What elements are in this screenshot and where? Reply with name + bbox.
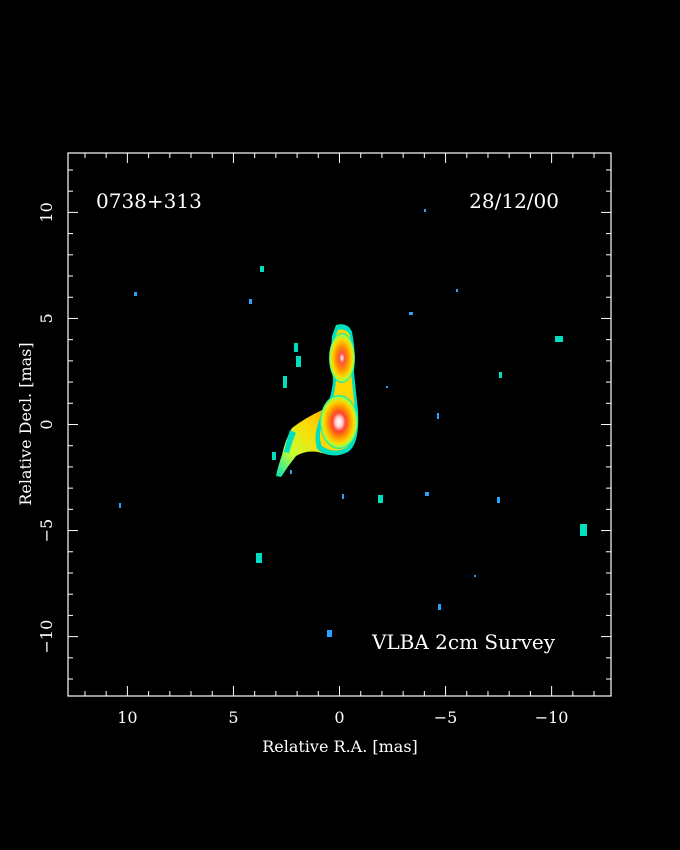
source-emission xyxy=(276,324,359,477)
tick-marks xyxy=(68,153,611,696)
source-name: 0738+313 xyxy=(96,189,202,213)
core-component xyxy=(320,395,358,449)
survey-label: VLBA 2cm Survey xyxy=(371,630,556,654)
y-tick-label: 10 xyxy=(37,202,56,222)
y-tick-label: 0 xyxy=(37,419,56,429)
y-tick-label: 5 xyxy=(37,313,56,323)
jet-edge xyxy=(284,430,296,453)
y-tick-label: −10 xyxy=(37,620,56,654)
x-tick-label: −10 xyxy=(535,708,569,727)
y-tick-label: −5 xyxy=(37,519,56,543)
observation-date: 28/12/00 xyxy=(469,189,559,213)
y-tick-labels: 10 5 0 −5 −10 xyxy=(37,202,56,653)
x-tick-labels: 10 5 0 −5 −10 xyxy=(117,708,568,727)
x-tick-label: −5 xyxy=(434,708,458,727)
north-component xyxy=(329,333,355,383)
x-tick-label: 0 xyxy=(334,708,344,727)
x-tick-label: 10 xyxy=(117,708,137,727)
x-axis-label: Relative R.A. [mas] xyxy=(262,737,418,756)
x-tick-label: 5 xyxy=(228,708,238,727)
noise-features xyxy=(119,209,587,637)
y-axis-label: Relative Decl. [mas] xyxy=(16,342,35,505)
